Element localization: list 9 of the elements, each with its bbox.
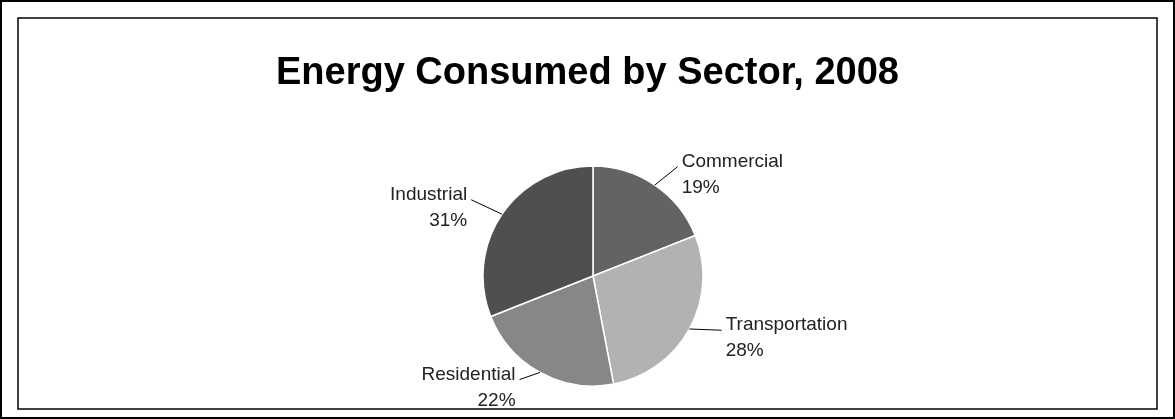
slice-label: Commercial	[681, 149, 784, 171]
data-label: 28%	[725, 339, 764, 361]
slice-label: Industrial	[390, 182, 468, 204]
slice-label: Residential	[421, 362, 516, 384]
data-label: 19%	[681, 175, 720, 197]
data-label: 31%	[429, 208, 468, 230]
slice-label: Transportation	[725, 313, 848, 335]
data-label: 22%	[477, 388, 516, 410]
chart-title: Energy Consumed by Sector, 2008	[275, 50, 900, 92]
